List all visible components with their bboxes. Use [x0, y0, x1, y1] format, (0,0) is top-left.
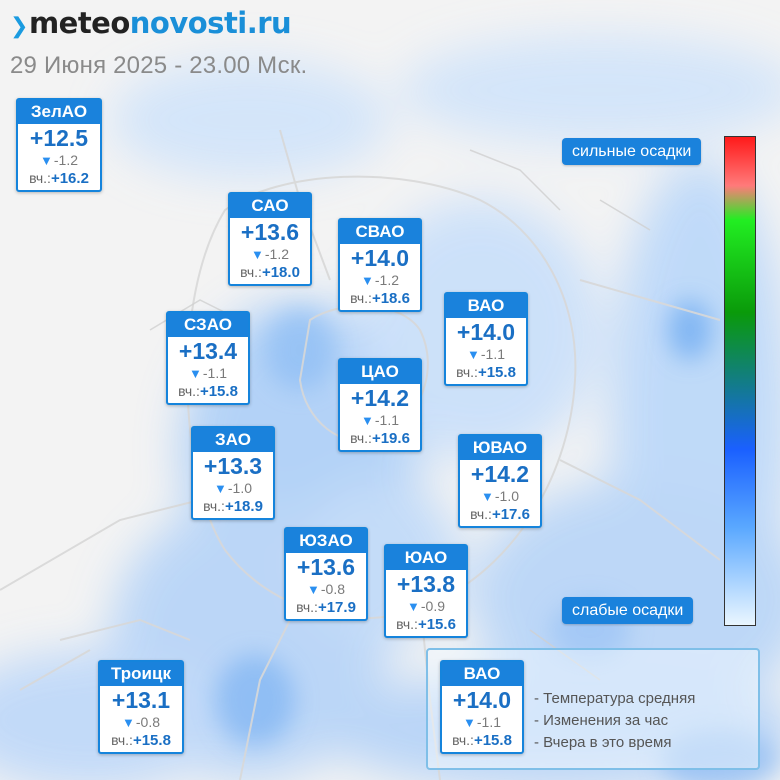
district-name: ЮАО: [386, 546, 466, 570]
legend-descriptions: - Температура средняя - Изменения за час…: [534, 688, 695, 754]
district-temperature: +14.0: [350, 245, 410, 271]
district-temperature: +13.1: [111, 687, 171, 713]
down-triangle-icon: ▼: [251, 247, 264, 262]
district-hourly-change: ▼-0.8: [307, 581, 345, 597]
site-logo: ❯meteonovosti.ru: [10, 4, 292, 46]
district-name: ВАО: [446, 294, 526, 318]
district-card-troitsk: Троицк +13.1 ▼-0.8 вч.:+15.8: [98, 660, 184, 754]
district-yesterday: вч.:+15.6: [396, 616, 456, 633]
district-card-cao: ЦАО +14.2 ▼-1.1 вч.:+19.6: [338, 358, 422, 452]
district-hourly-change: ▼-1.2: [251, 246, 289, 262]
legend-line-temperature: - Температура средняя: [534, 690, 696, 707]
down-triangle-icon: ▼: [214, 481, 227, 496]
district-name: СЗАО: [168, 313, 248, 337]
down-triangle-icon: ▼: [407, 599, 420, 614]
district-name: ЮЗАО: [286, 529, 366, 553]
district-name: ЮВАО: [460, 436, 540, 460]
logo-text-part1: meteo: [28, 6, 130, 40]
district-card-sao: САО +13.6 ▼-1.2 вч.:+18.0: [228, 192, 312, 286]
district-temperature: +13.4: [178, 338, 238, 364]
legend-line-change: - Изменения за час: [534, 712, 669, 729]
district-hourly-change: ▼-1.0: [481, 488, 519, 504]
district-temperature: +13.8: [396, 571, 456, 597]
district-hourly-change: ▼-1.0: [214, 480, 252, 496]
district-card-szao: СЗАО +13.4 ▼-1.1 вч.:+15.8: [166, 311, 250, 405]
district-yesterday: вч.:+17.9: [296, 599, 356, 616]
precipitation-scale-bar: [724, 136, 756, 626]
district-yesterday: вч.:+15.8: [111, 732, 171, 749]
district-yesterday: вч.:+18.6: [350, 290, 410, 307]
down-triangle-icon: ▼: [361, 273, 374, 288]
district-card-zao: ЗАО +13.3 ▼-1.0 вч.:+18.9: [191, 426, 275, 520]
scale-label-heavy: сильные осадки: [562, 138, 702, 165]
district-name: ЗАО: [193, 428, 273, 452]
district-name: СВАО: [340, 220, 420, 244]
district-card-vao: ВАО +14.0 ▼-1.1 вч.:+15.8: [444, 292, 528, 386]
district-name: САО: [230, 194, 310, 218]
district-hourly-change: ▼-1.1: [189, 365, 227, 381]
logo-mark-icon: ❯: [10, 14, 28, 39]
district-yesterday: вч.:+18.9: [203, 498, 263, 515]
district-yesterday: вч.:+15.8: [178, 383, 238, 400]
scale-label-light: слабые осадки: [562, 597, 694, 624]
district-yesterday: вч.:+16.2: [29, 170, 89, 187]
district-yesterday: вч.:+18.0: [240, 264, 300, 281]
district-card-svao: СВАО +14.0 ▼-1.2 вч.:+18.6: [338, 218, 422, 312]
legend-sample-card: ВАО +14.0 ▼-1.1 вч.:+15.8: [440, 660, 524, 754]
district-name: ВАО: [442, 662, 522, 686]
down-triangle-icon: ▼: [189, 366, 202, 381]
down-triangle-icon: ▼: [467, 347, 480, 362]
district-temperature: +12.5: [29, 125, 89, 151]
district-temperature: +14.0: [456, 319, 516, 345]
district-hourly-change: ▼-1.2: [361, 272, 399, 288]
district-hourly-change: ▼-0.8: [122, 714, 160, 730]
legend-line-yesterday: - Вчера в это время: [534, 734, 672, 751]
district-card-zelao: ЗелАО +12.5 ▼-1.2 вч.:+16.2: [16, 98, 102, 192]
district-yesterday: вч.:+19.6: [350, 430, 410, 447]
district-card-yuzao: ЮЗАО +13.6 ▼-0.8 вч.:+17.9: [284, 527, 368, 621]
down-triangle-icon: ▼: [307, 582, 320, 597]
district-temperature: +13.6: [240, 219, 300, 245]
down-triangle-icon: ▼: [361, 413, 374, 428]
district-card-yuvao: ЮВАО +14.2 ▼-1.0 вч.:+17.6: [458, 434, 542, 528]
district-yesterday: вч.:+15.8: [452, 732, 512, 749]
district-hourly-change: ▼-0.9: [407, 598, 445, 614]
district-name: Троицк: [100, 662, 182, 686]
district-name: ЦАО: [340, 360, 420, 384]
date-time-label: 29 Июня 2025 - 23.00 Мск.: [10, 52, 308, 79]
district-temperature: +13.6: [296, 554, 356, 580]
logo-text-part2: novosti.ru: [129, 6, 292, 40]
district-yesterday: вч.:+15.8: [456, 364, 516, 381]
district-temperature: +14.2: [350, 385, 410, 411]
down-triangle-icon: ▼: [40, 153, 53, 168]
district-hourly-change: ▼-1.1: [467, 346, 505, 362]
district-yesterday: вч.:+17.6: [470, 506, 530, 523]
district-hourly-change: ▼-1.2: [40, 152, 78, 168]
district-temperature: +14.2: [470, 461, 530, 487]
district-temperature: +14.0: [452, 687, 512, 713]
down-triangle-icon: ▼: [463, 715, 476, 730]
district-hourly-change: ▼-1.1: [361, 412, 399, 428]
district-temperature: +13.3: [203, 453, 263, 479]
district-hourly-change: ▼-1.1: [463, 714, 501, 730]
down-triangle-icon: ▼: [481, 489, 494, 504]
down-triangle-icon: ▼: [122, 715, 135, 730]
district-name: ЗелАО: [18, 100, 100, 124]
district-card-yuao: ЮАО +13.8 ▼-0.9 вч.:+15.6: [384, 544, 468, 638]
